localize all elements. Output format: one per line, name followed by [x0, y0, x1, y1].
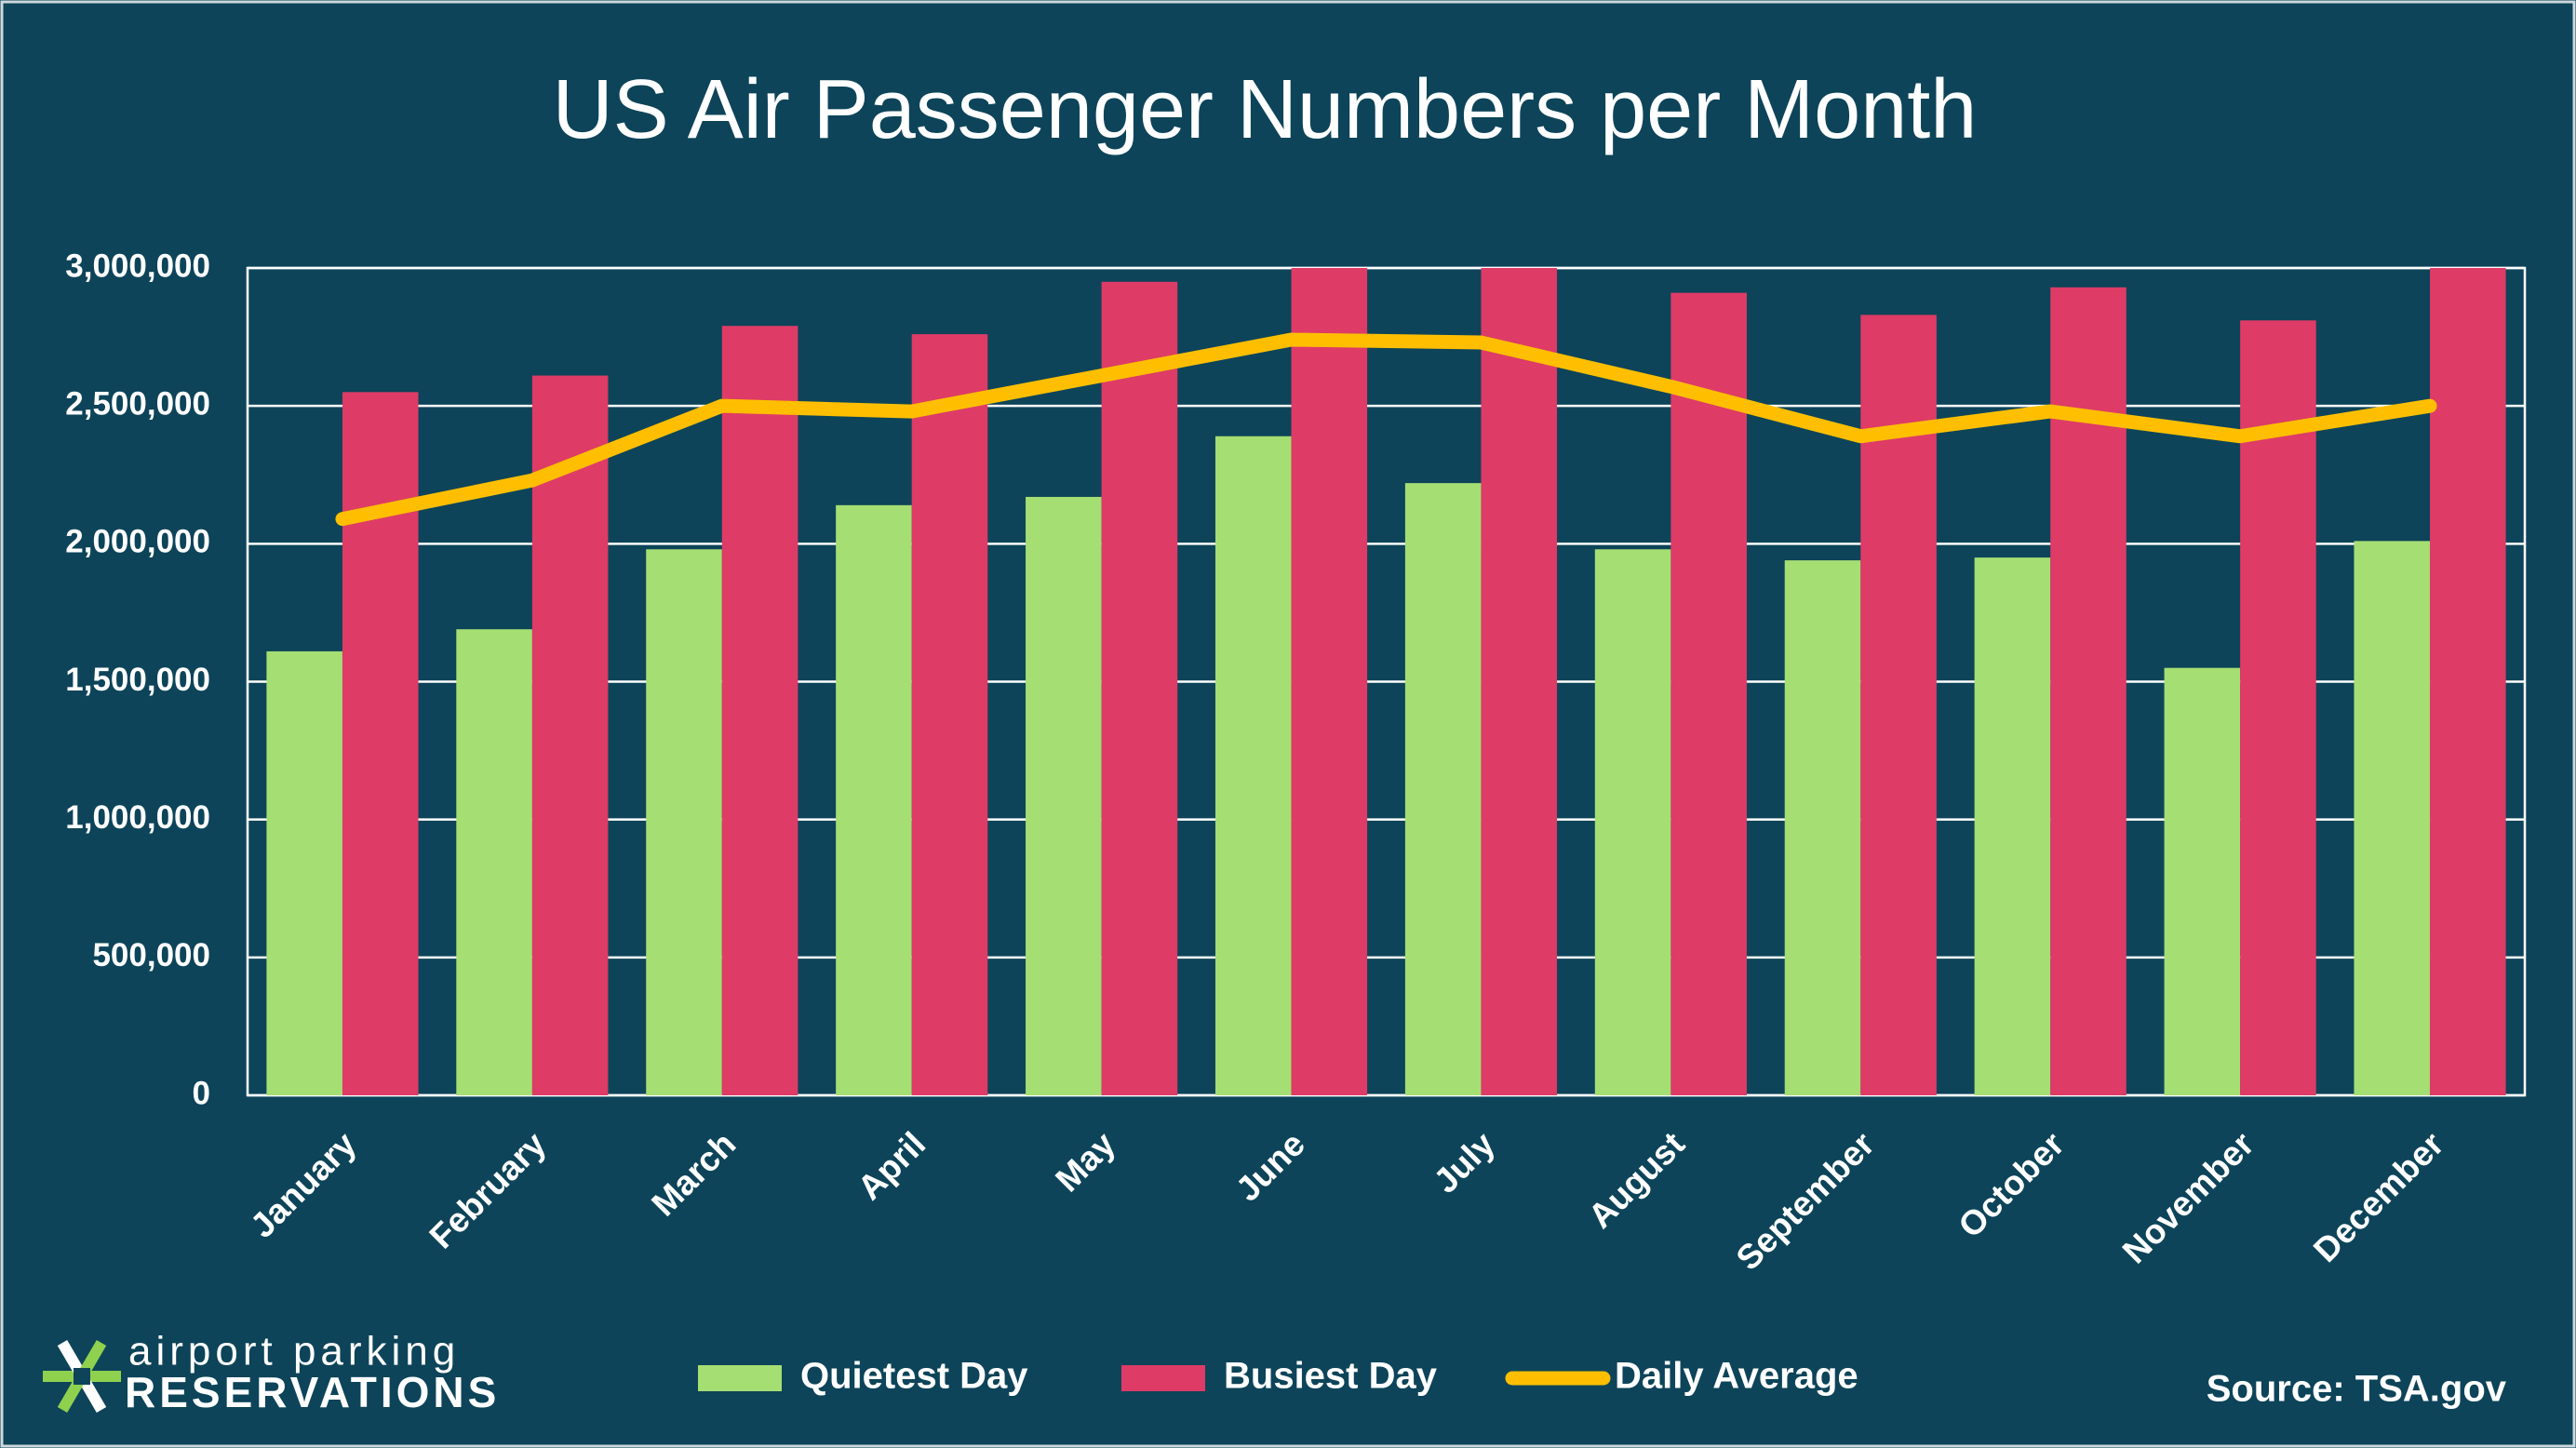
bar — [1670, 292, 1747, 1095]
bar — [721, 326, 798, 1096]
bar — [1860, 315, 1937, 1095]
bar — [1026, 496, 1102, 1095]
y-tick-label: 1,000,000 — [65, 799, 210, 836]
bar — [1214, 436, 1292, 1096]
bar — [1974, 557, 2051, 1095]
line — [335, 332, 2437, 527]
bar — [1404, 483, 1482, 1095]
y-tick-label: 3,000,000 — [65, 248, 210, 284]
plot-border — [246, 266, 2527, 1097]
bar — [911, 334, 988, 1095]
bar — [2430, 268, 2506, 1095]
logo — [43, 1339, 121, 1414]
bar — [1784, 560, 1861, 1095]
y-tick-label: 1,500,000 — [65, 662, 210, 698]
legend-swatch — [1121, 1365, 1205, 1391]
chart-title: US Air Passenger Numbers per Month — [553, 63, 1978, 156]
bar — [2354, 541, 2431, 1095]
bar — [2240, 320, 2316, 1095]
legend-swatch — [698, 1365, 782, 1391]
logo-line2: RESERVATIONS — [125, 1368, 500, 1416]
y-tick-label: 2,000,000 — [65, 524, 210, 560]
bar — [456, 629, 532, 1095]
bar — [531, 375, 609, 1095]
bars — [266, 268, 2506, 1096]
bar — [342, 392, 419, 1096]
bar — [1101, 281, 1178, 1096]
bar — [836, 504, 912, 1095]
y-tick-label: 500,000 — [92, 937, 210, 973]
y-tick-label: 2,500,000 — [65, 385, 210, 422]
logo-line1: airport parking — [128, 1329, 460, 1374]
bar — [266, 650, 342, 1095]
legend-label: Busiest Day — [1224, 1356, 1438, 1397]
y-tick-label: 0 — [193, 1075, 210, 1111]
lines — [335, 332, 2437, 527]
source-note: Source: TSA.gov — [2207, 1369, 2507, 1410]
legend-label: Daily Average — [1615, 1356, 1858, 1397]
bar — [1594, 549, 1671, 1095]
bar — [1481, 268, 1558, 1095]
bar — [2164, 667, 2241, 1095]
legend-label: Quietest Day — [800, 1356, 1028, 1397]
grid — [246, 266, 2527, 1097]
bar — [1291, 268, 1368, 1095]
bar — [646, 549, 722, 1095]
